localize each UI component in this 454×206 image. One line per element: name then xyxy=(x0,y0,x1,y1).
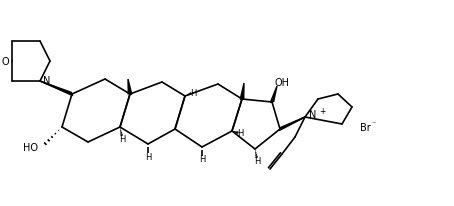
Text: H: H xyxy=(119,135,125,144)
Text: Br: Br xyxy=(360,122,371,132)
Text: H: H xyxy=(190,89,196,98)
Text: H: H xyxy=(254,157,260,166)
Polygon shape xyxy=(128,80,132,95)
Text: O: O xyxy=(1,57,9,67)
Text: H: H xyxy=(199,155,205,164)
Polygon shape xyxy=(279,117,305,131)
Text: HO: HO xyxy=(23,142,38,152)
Polygon shape xyxy=(270,87,277,103)
Text: N: N xyxy=(309,109,317,119)
Text: +: + xyxy=(319,106,325,115)
Text: OH: OH xyxy=(275,78,290,88)
Text: ⁻: ⁻ xyxy=(372,119,376,128)
Polygon shape xyxy=(240,84,244,100)
Text: N: N xyxy=(43,76,51,85)
Text: H: H xyxy=(145,152,151,161)
Text: H: H xyxy=(237,129,243,138)
Polygon shape xyxy=(40,82,73,96)
